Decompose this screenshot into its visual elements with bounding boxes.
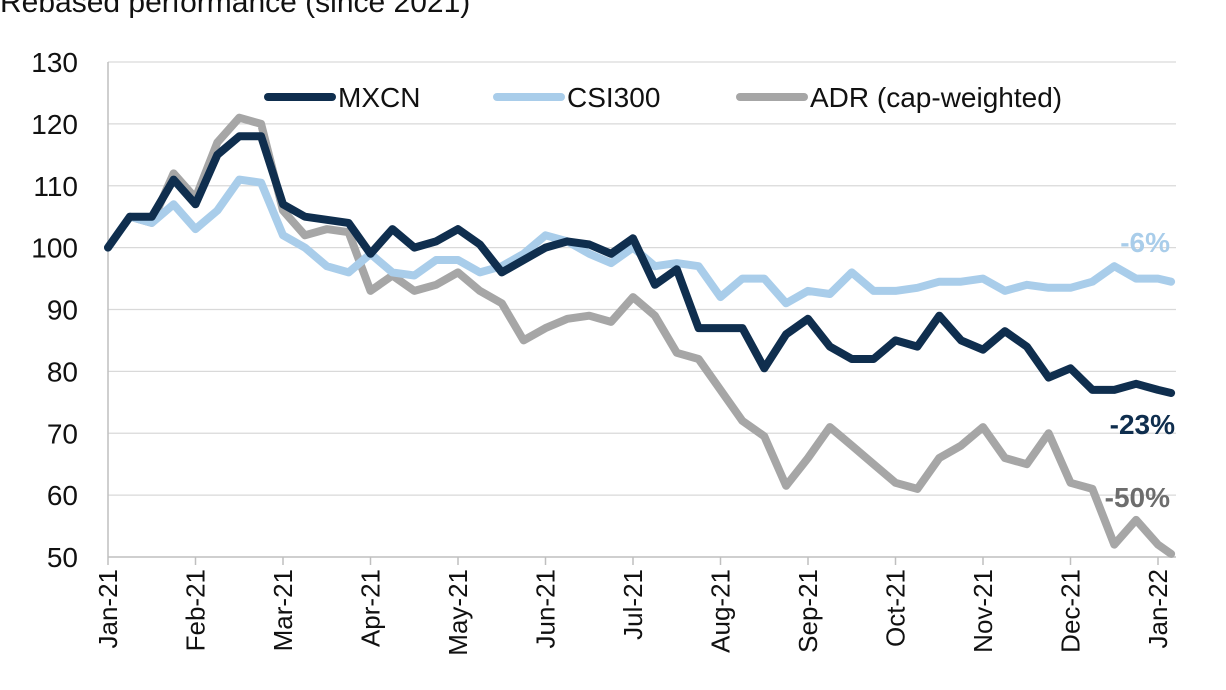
x-tick-label: Sep-21 xyxy=(793,569,823,653)
y-tick-label: 90 xyxy=(47,295,78,326)
series-lines xyxy=(104,113,1176,558)
x-tick-label: Apr-21 xyxy=(356,569,386,647)
x-tick-label: Jul-21 xyxy=(618,569,648,640)
legend: MXCN CSI300 ADR (cap-weighted) xyxy=(264,82,1062,113)
x-tick-label: Jan-22 xyxy=(1143,569,1173,649)
gridlines xyxy=(108,61,1176,496)
x-tick-label: Aug-21 xyxy=(706,569,736,653)
series-line-csi300 xyxy=(104,175,1176,308)
y-tick-label: 70 xyxy=(47,418,78,449)
legend-label: MXCN xyxy=(338,82,420,113)
chart-subtitle: Rebased performance (since 2021) xyxy=(0,0,471,19)
x-tick-label: Feb-21 xyxy=(181,569,211,651)
x-tick-label: Dec-21 xyxy=(1056,569,1086,653)
series-line-mxcn xyxy=(104,132,1176,397)
y-tick-label: 110 xyxy=(33,171,78,202)
y-tick-label: 80 xyxy=(47,356,78,387)
axes: 50 60 70 80 90 100 110 120 130 Jan-21 Feb-21 Mar-21… xyxy=(31,47,1176,656)
end-labels: -23% -6% -50% xyxy=(1105,227,1175,513)
x-tick-label: Mar-21 xyxy=(268,569,298,651)
y-tick-label: 100 xyxy=(31,233,78,264)
series-line-adr-cap-weighted xyxy=(104,113,1176,558)
x-tick-label: Oct-21 xyxy=(881,569,911,647)
y-tick-label: 60 xyxy=(47,480,78,511)
x-tick-label: Jun-21 xyxy=(531,569,561,649)
end-label: -23% xyxy=(1110,409,1175,440)
end-label: -6% xyxy=(1120,227,1170,258)
y-tick-label: 50 xyxy=(47,542,78,573)
x-tick-label: Nov-21 xyxy=(968,569,998,653)
y-tick-label: 130 xyxy=(31,47,78,78)
end-label: -50% xyxy=(1105,482,1170,513)
legend-label: ADR (cap-weighted) xyxy=(810,82,1062,113)
x-tick-label: May-21 xyxy=(443,569,473,656)
x-tick-label: Jan-21 xyxy=(93,569,123,649)
legend-label: CSI300 xyxy=(567,82,660,113)
y-tick-label: 120 xyxy=(31,109,78,140)
